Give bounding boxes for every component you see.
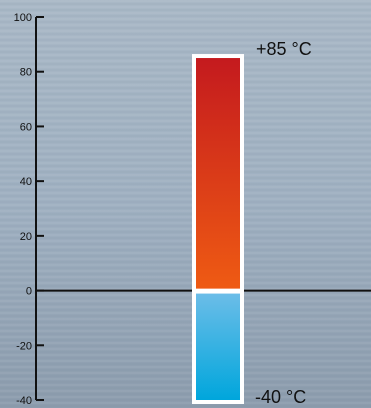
y-tick-label: 0: [26, 286, 32, 298]
y-tick-label: 40: [20, 176, 32, 188]
y-tick-label: 20: [20, 231, 32, 243]
cold-range-bar: [196, 293, 240, 400]
y-tick-label: 80: [20, 67, 32, 79]
y-tick-label: -20: [16, 340, 32, 352]
y-tick-label: 60: [20, 121, 32, 133]
max-temperature-label: +85 °C: [256, 39, 312, 59]
min-temperature-label: -40 °C: [255, 387, 306, 407]
warm-range-bar: [196, 58, 240, 290]
y-tick-label: -40: [16, 395, 32, 407]
y-tick-label: 100: [14, 12, 32, 24]
